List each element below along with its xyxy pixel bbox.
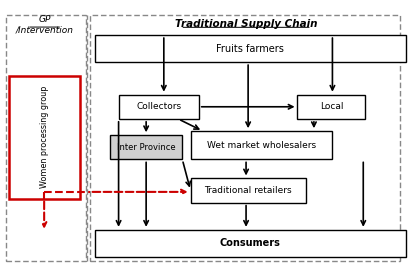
FancyBboxPatch shape [190,178,305,203]
Text: Women processing group: Women processing group [40,86,49,188]
Text: Traditional retailers: Traditional retailers [204,186,291,195]
FancyBboxPatch shape [90,15,399,261]
FancyBboxPatch shape [110,135,182,159]
FancyBboxPatch shape [5,15,85,261]
Text: GP
/Intervention: GP /Intervention [16,15,74,34]
Text: Wet market wholesalers: Wet market wholesalers [206,141,315,150]
Text: Inter Province: Inter Province [117,143,175,152]
FancyBboxPatch shape [95,35,405,62]
FancyBboxPatch shape [9,76,79,199]
Text: Consumers: Consumers [219,238,280,248]
FancyBboxPatch shape [95,230,405,257]
Text: Local: Local [319,102,342,111]
Text: Collectors: Collectors [136,102,181,111]
FancyBboxPatch shape [118,95,198,119]
Text: Traditional Supply Chain: Traditional Supply Chain [174,19,316,29]
FancyBboxPatch shape [190,131,332,159]
FancyBboxPatch shape [297,95,364,119]
Text: Fruits farmers: Fruits farmers [216,44,284,54]
